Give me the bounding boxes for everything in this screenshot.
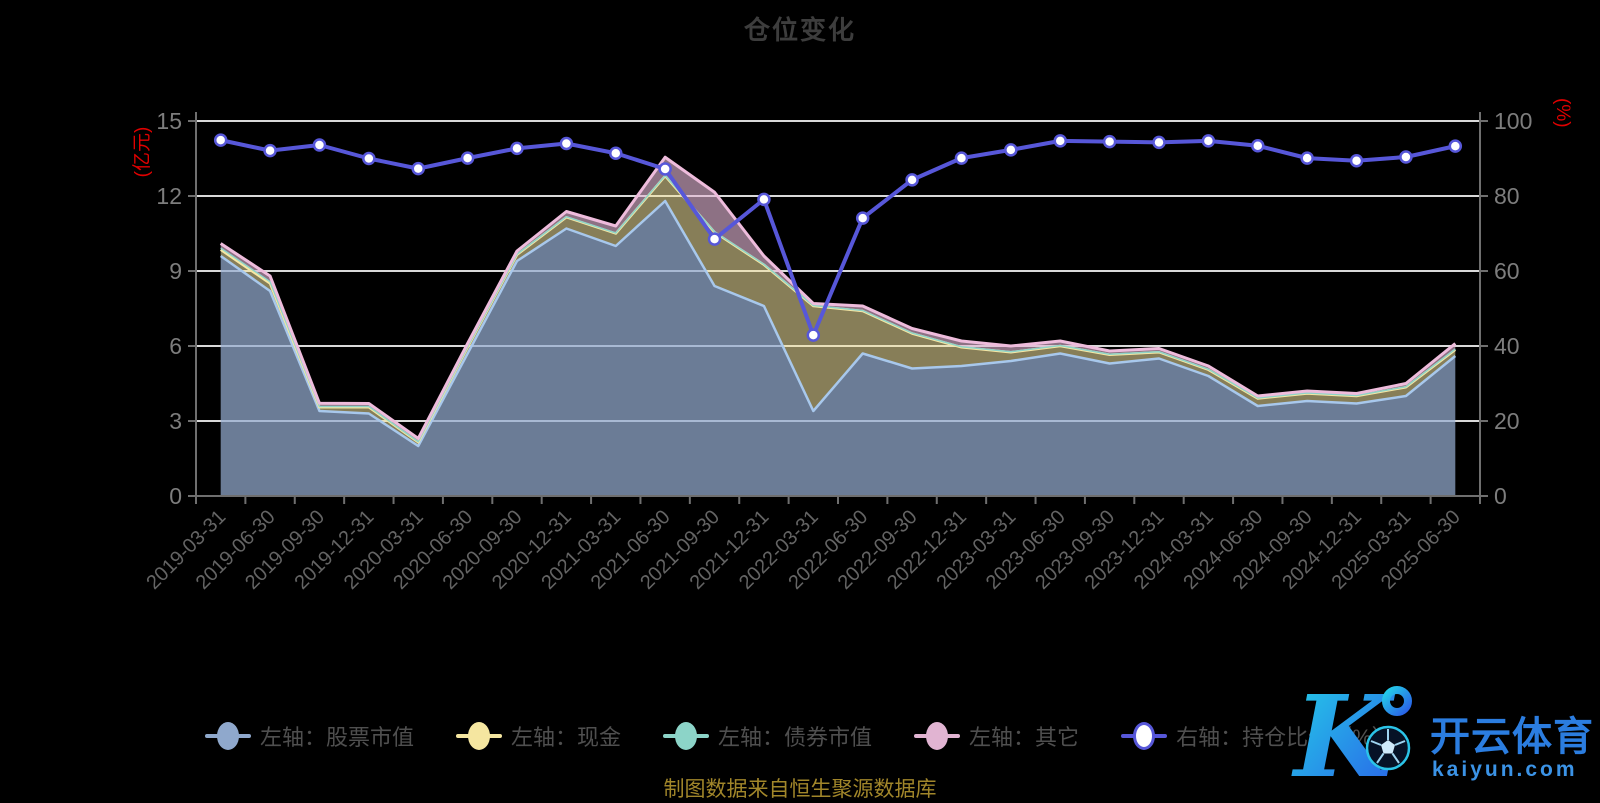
left-axis-label: 15 [156, 108, 182, 134]
ratio-point [213, 133, 228, 147]
ratio-point [658, 162, 672, 176]
ratio-point [362, 151, 376, 166]
ratio-point [855, 211, 870, 225]
circle-icon [675, 722, 698, 750]
data-source-note: 制图数据来自恒生聚源数据库 [663, 778, 937, 801]
area-band [220, 201, 1456, 496]
ratio-point [1399, 150, 1413, 164]
right-axis-label: 20 [1494, 408, 1520, 434]
ratio-point [1251, 139, 1265, 153]
right-axis-label: 0 [1494, 483, 1507, 509]
left-axis-label: 6 [169, 333, 182, 359]
legend-item-4[interactable]: 左轴：其它 [914, 720, 1079, 752]
legend-marker-icon [205, 720, 251, 752]
ratio-point [460, 151, 475, 165]
area-top-line [219, 155, 1457, 440]
right-axis-label: 60 [1494, 258, 1520, 284]
ratio-point [609, 146, 623, 160]
ratio-point [559, 136, 574, 151]
legend-marker-icon [1121, 720, 1168, 752]
left-axis-name: (亿元) [131, 127, 153, 178]
legend-label: 左轴：现金 [511, 725, 622, 750]
right-axis-name: (%) [1552, 98, 1573, 128]
chart-legend: 左轴：股票市值 左轴：现金 左轴：债券市值 左轴：其它 右轴：持仓比例（%） [205, 720, 1394, 752]
chart-title: 仓位变化 [743, 15, 856, 45]
ratio-point [806, 328, 821, 342]
area-band [220, 176, 1456, 446]
circle-icon [468, 722, 491, 750]
watermark-domain: kaiyun.com [1432, 758, 1578, 781]
ratio-point [411, 161, 425, 176]
ratio-point [954, 151, 969, 165]
legend-marker-icon [456, 720, 503, 752]
ratio-point [1053, 134, 1067, 148]
ratio-point [757, 192, 771, 207]
ratio-point [510, 141, 524, 156]
ratio-point [1004, 143, 1018, 157]
legend-marker-icon [663, 720, 710, 752]
ratio-point [263, 143, 277, 158]
ratio-point [1300, 151, 1314, 165]
legend-label: 左轴：其它 [969, 725, 1080, 750]
ratio-point [1349, 154, 1364, 168]
right-axis-label: 40 [1494, 333, 1520, 359]
ratio-point [1201, 134, 1216, 148]
legend-item-2[interactable]: 左轴：现金 [456, 720, 621, 752]
circle-icon [217, 722, 239, 750]
left-axis-label: 9 [169, 258, 182, 284]
right-axis-label: 100 [1494, 108, 1532, 134]
circle-icon [926, 722, 949, 750]
left-axis-label: 12 [156, 183, 182, 209]
ratio-point [312, 138, 327, 152]
hollow-circle-icon [1133, 722, 1156, 750]
kaiyun-logo: K 开云体育 kaiyun.com [1291, 672, 1594, 788]
left-axis-label: 3 [169, 408, 182, 434]
ratio-point [905, 173, 919, 187]
swirl-icon [1382, 686, 1412, 716]
ratio-point [707, 232, 722, 246]
legend-item-5[interactable]: 右轴：持仓比例（%） [1121, 720, 1394, 752]
kaiyun-watermark: K 开云体育 kaiyun.com [1291, 672, 1594, 788]
watermark-brand: 开云体育 [1430, 715, 1594, 759]
legend-item-3[interactable]: 左轴：债券市值 [663, 720, 872, 752]
legend-label: 左轴：债券市值 [718, 725, 873, 750]
soccer-ball-icon [1365, 725, 1411, 771]
legend-label: 右轴：持仓比例（%） [1176, 725, 1394, 750]
legend-item-1[interactable]: 左轴：股票市值 [205, 720, 414, 752]
left-axis-label: 0 [169, 483, 182, 509]
legend-marker-icon [914, 720, 961, 752]
ratio-point [1102, 134, 1117, 149]
ratio-point [1152, 135, 1166, 150]
ratio-line [220, 138, 1456, 338]
legend-label: 左轴：股票市值 [260, 725, 415, 750]
right-axis-label: 80 [1494, 183, 1520, 209]
area-top-line [219, 199, 1457, 448]
ratio-point [1448, 139, 1463, 153]
